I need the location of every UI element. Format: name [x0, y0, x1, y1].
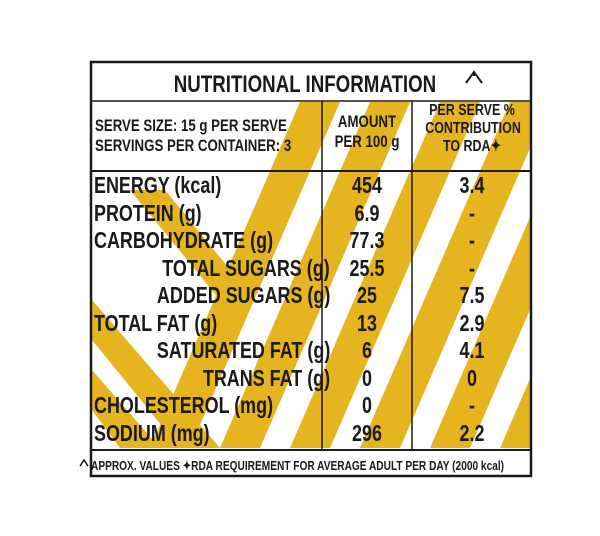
footnote: APPROX. VALUES ✦RDA REQUIREMENT FOR AVER…: [91, 458, 505, 473]
column-header: AMOUNT: [337, 112, 397, 131]
column-header: CONTRIBUTION: [425, 120, 521, 137]
title: NUTRITIONAL INFORMATION: [173, 71, 437, 98]
symbol: [465, 70, 483, 84]
row-label: SODIUM (mg): [94, 419, 210, 446]
row-label: ADDED SUGARS (g): [156, 282, 330, 308]
row-label: CARBOHYDRATE (g): [94, 227, 274, 253]
border: [89, 60, 533, 478]
row-label: SATURATED FAT (g): [156, 337, 330, 363]
amount: 0: [362, 364, 372, 391]
serve-size: SERVE SIZE: 15 g PER SERVE: [95, 116, 287, 135]
amount: 0: [362, 392, 372, 418]
rda: 7.5: [459, 282, 485, 308]
amount: 13: [357, 309, 377, 336]
column-header: PER 100 g: [334, 132, 400, 151]
row-label: ENERGY (kcal): [94, 172, 222, 198]
rda: 2.9: [459, 309, 485, 336]
column-header: TO RDA✦: [442, 138, 502, 155]
amount: 454: [352, 172, 382, 198]
row-label: TOTAL FAT (g): [94, 309, 218, 336]
amount: 77.3: [349, 227, 385, 253]
amount: 6.9: [354, 199, 380, 226]
stripes: [92, 102, 530, 448]
symbol: [79, 458, 89, 467]
rda: -: [469, 254, 475, 281]
servings: SERVINGS PER CONTAINER: 3: [95, 136, 292, 155]
row-label: CHOLESTEROL (mg): [94, 392, 274, 418]
rda: 4.1: [459, 337, 485, 363]
row-label: TRANS FAT (g): [202, 364, 330, 391]
column-header: PER SERVE %: [429, 102, 515, 119]
amount: 25.5: [349, 254, 385, 281]
rda: -: [469, 392, 475, 418]
amount: 25: [357, 282, 377, 308]
row-label: TOTAL SUGARS (g): [162, 254, 330, 281]
amount: 6: [362, 337, 372, 363]
rda: -: [469, 227, 475, 253]
rda: 3.4: [459, 172, 485, 198]
rda: 0: [467, 364, 477, 391]
rda: -: [469, 199, 475, 226]
amount: 296: [352, 419, 382, 446]
rda: 2.2: [459, 419, 485, 446]
row-label: PROTEIN (g): [94, 199, 202, 226]
